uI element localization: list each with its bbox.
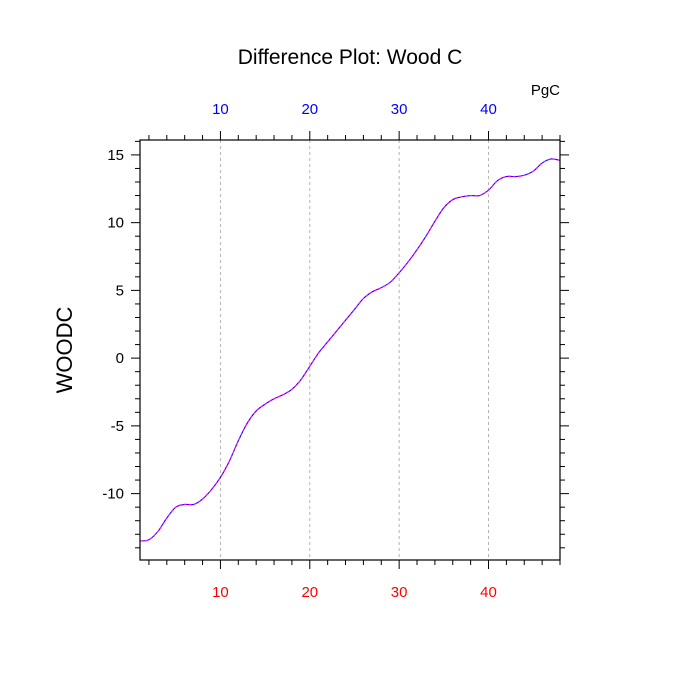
- plot-frame: [139, 139, 561, 561]
- x-tick-label-bottom: 30: [391, 584, 408, 601]
- x-tick-label-bottom: 40: [480, 584, 497, 601]
- y-tick-label: 15: [107, 147, 124, 164]
- chart-title: Difference Plot: Wood C: [238, 46, 463, 69]
- series-line-1: [139, 158, 561, 542]
- axis-ticks: [131, 131, 569, 569]
- x-tick-label-top: 40: [480, 101, 497, 118]
- y-tick-label: -5: [111, 418, 124, 435]
- tick-labels: 10 10 20 20 30 30 40 40 -10 -5 0 5 10 15: [102, 101, 497, 601]
- x-tick-label-bottom: 20: [301, 584, 318, 601]
- series-line-2: [139, 158, 561, 542]
- y-tick-label: -10: [102, 486, 124, 503]
- y-axis-label: WOODC: [52, 307, 77, 394]
- x-tick-label-top: 30: [391, 101, 408, 118]
- units-label: PgC: [531, 82, 560, 99]
- y-tick-label: 0: [116, 350, 124, 367]
- y-tick-label: 5: [116, 282, 124, 299]
- data-series: [139, 158, 561, 542]
- y-tick-label: 10: [107, 215, 124, 232]
- x-tick-label-top: 10: [212, 101, 229, 118]
- x-tick-label-top: 20: [301, 101, 318, 118]
- grid-lines: [219, 140, 490, 560]
- x-tick-label-bottom: 10: [212, 584, 229, 601]
